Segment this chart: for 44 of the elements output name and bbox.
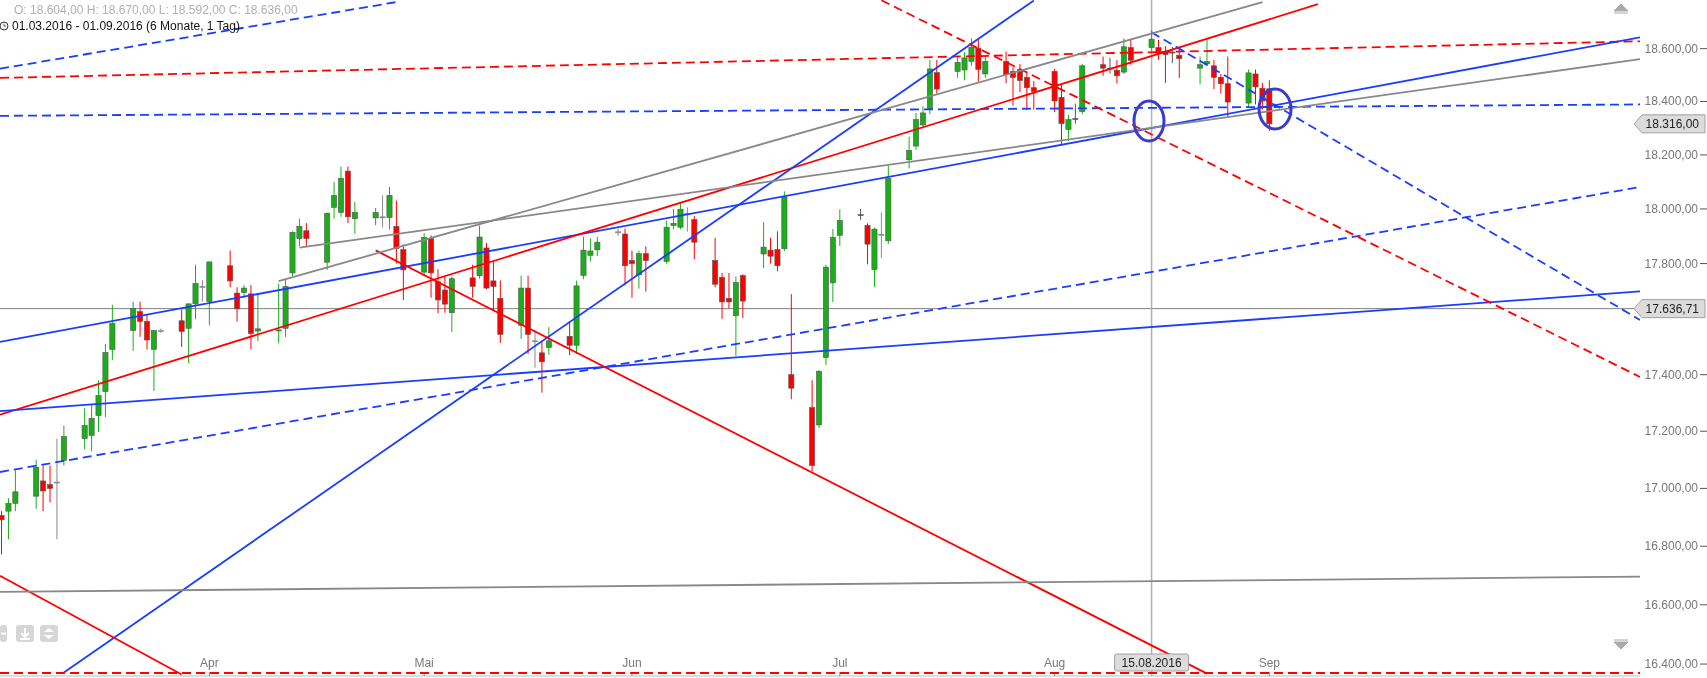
candlestick [836, 208, 843, 247]
candlestick [60, 425, 67, 466]
candlestick [788, 293, 795, 400]
candlestick [386, 186, 393, 230]
candlestick [199, 279, 206, 303]
candlestick [469, 264, 476, 299]
candlestick [691, 215, 698, 260]
chart-title: O: 18.604,00 H: 18.670,00 L: 18.592,00 C: 18.636,00 [14, 3, 298, 17]
candlestick [539, 340, 545, 394]
candlestick [227, 250, 234, 288]
y-tick-label: 18.400,00 [1644, 94, 1699, 109]
candlestick [615, 228, 622, 237]
candlestick [1197, 56, 1203, 85]
y-tick-label: 18.600,00 [1644, 41, 1699, 56]
candlestick [275, 283, 282, 344]
y-tick-label: 16.800,00 [1644, 539, 1699, 554]
candlestick [545, 326, 552, 356]
candlestick [0, 510, 5, 555]
candlestick [532, 329, 538, 369]
ref-line-label: 15.08.2016 [1121, 655, 1182, 670]
y-tick-label: 16.400,00 [1644, 657, 1699, 672]
x-tick-label: Aug [1043, 656, 1066, 670]
candlestick [379, 194, 386, 228]
y-tick-label: 17.200,00 [1644, 424, 1699, 439]
y-tick-label: 18.000,00 [1644, 201, 1699, 216]
y-tick-label: 18.200,00 [1644, 147, 1699, 162]
candlestick [906, 136, 912, 169]
y-tick-label: 17.000,00 [1644, 481, 1699, 496]
ref-line-label: 17.636,71 [1645, 301, 1700, 316]
candlestick [1204, 38, 1210, 66]
text: 18.316,00 [1645, 116, 1700, 131]
x-tick-label: Sep [1258, 656, 1281, 670]
candlestick [878, 211, 885, 259]
x-tick-label: Mai [414, 656, 434, 670]
x-tick-label: Apr [200, 656, 219, 670]
candlestick [95, 379, 102, 433]
y-tick-label: 17.800,00 [1644, 256, 1699, 271]
x-tick-label: Jul [832, 656, 848, 670]
y-tick-label: 16.600,00 [1644, 597, 1699, 612]
x-tick-label: Jun [622, 656, 642, 670]
candlestick [157, 328, 164, 334]
text: 01.03.2016 - 01.09.2016 (6 Monate, 1 Tag) [12, 19, 240, 33]
candlestick [54, 438, 60, 540]
y-tick-label: 17.400,00 [1644, 367, 1699, 382]
